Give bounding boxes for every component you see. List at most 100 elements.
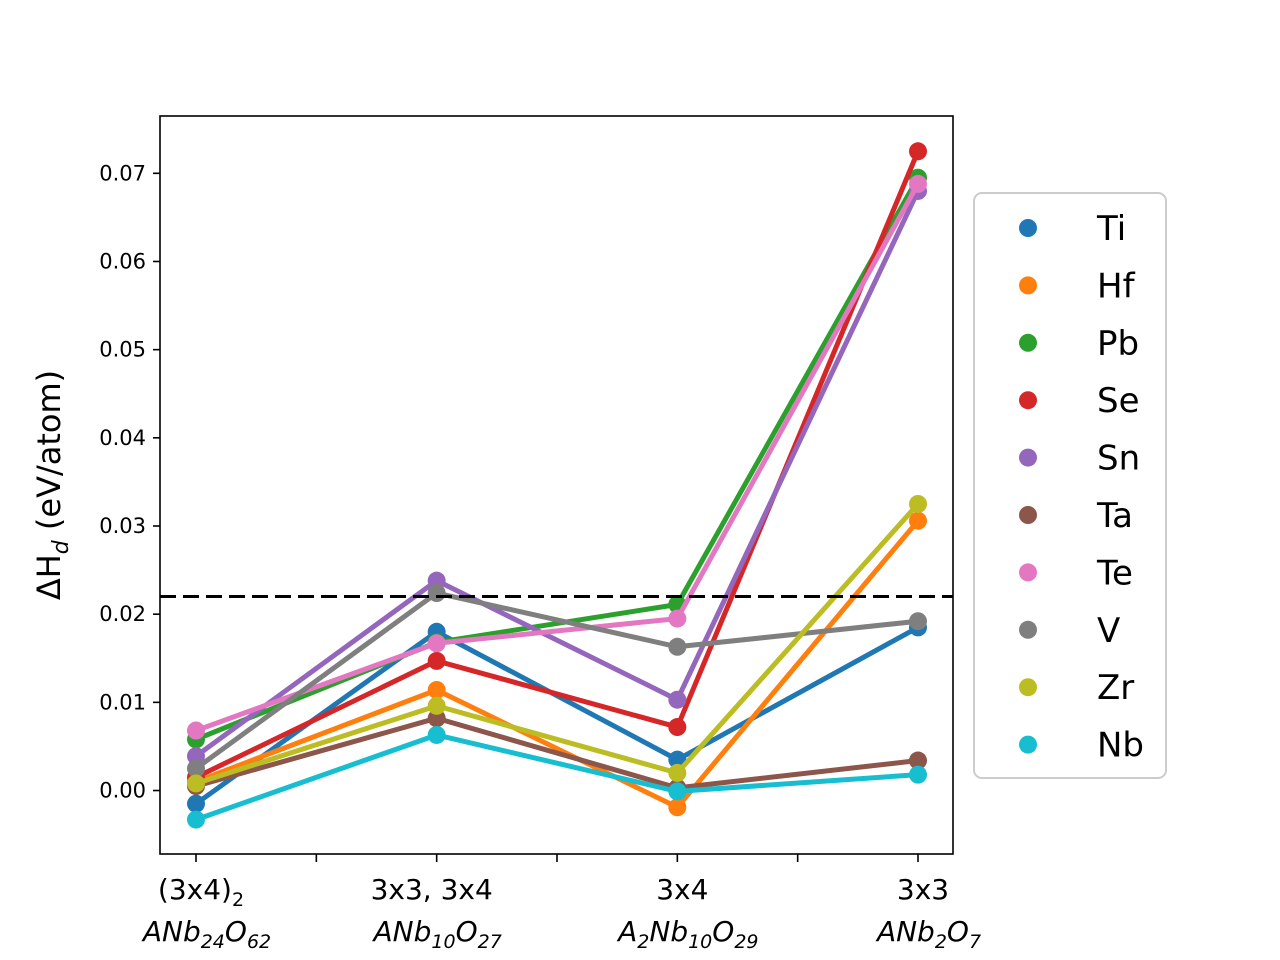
formula-element: Nb xyxy=(162,915,201,948)
legend-label-V: V xyxy=(1097,611,1120,651)
data-point-Sn-1 xyxy=(427,571,446,590)
series-Te xyxy=(187,174,927,740)
series-line-Ti xyxy=(193,624,921,807)
legend-label-Sn: Sn xyxy=(1097,439,1140,479)
data-point-V-2 xyxy=(668,637,687,656)
formula-element: O xyxy=(947,915,969,948)
y-axis-label-subscript: d xyxy=(49,539,74,554)
series-line-Se xyxy=(193,148,921,780)
y-tick-label: 0.02 xyxy=(99,602,146,626)
legend-label-Hf: Hf xyxy=(1097,266,1136,306)
series-line-Hf xyxy=(193,518,921,810)
formula-subscript: 7 xyxy=(969,931,981,953)
series-Pb xyxy=(187,168,927,749)
formula-subscript: 29 xyxy=(734,931,758,953)
data-point-Ti-0 xyxy=(187,794,205,813)
legend-label-Nb: Nb xyxy=(1097,726,1144,766)
data-point-Te-1 xyxy=(427,634,446,653)
legend: Ti Hf Pb Se Sn Ta Te V Zr Nb xyxy=(973,192,1167,779)
x-category-subscript: 2 xyxy=(232,889,244,911)
y-tick-label: 0.01 xyxy=(99,690,146,714)
data-point-Zr-0 xyxy=(187,774,205,793)
series-Se xyxy=(187,142,927,787)
formula-element: O xyxy=(456,915,478,948)
x-category-name: 3x3, 3x4 xyxy=(371,873,493,906)
data-point-Se-3 xyxy=(909,142,927,161)
y-tick-label: 0.06 xyxy=(99,249,146,273)
series-line-V xyxy=(193,590,921,771)
series-line-Sn xyxy=(193,188,921,759)
legend-label-Pb: Pb xyxy=(1097,324,1139,364)
formula-element: Nb xyxy=(896,915,935,948)
data-point-Hf-3 xyxy=(909,511,927,530)
x-category-formula: ANb10O27 xyxy=(372,915,502,953)
y-axis-label: ΔHd (eV/atom) xyxy=(30,370,74,600)
data-point-Zr-3 xyxy=(909,494,927,513)
legend-marker-V xyxy=(1019,620,1037,639)
legend-label-Te: Te xyxy=(1096,553,1133,593)
data-point-Hf-1 xyxy=(427,681,446,699)
data-point-V-1 xyxy=(427,584,446,603)
series-layer xyxy=(187,142,927,829)
data-point-Sn-2 xyxy=(668,690,687,709)
data-point-V-3 xyxy=(909,612,927,631)
data-point-Se-1 xyxy=(427,651,446,670)
data-point-Nb-2 xyxy=(668,782,687,801)
x-category-name: 3x4 xyxy=(656,873,708,906)
formula-element: O xyxy=(712,915,734,948)
legend-marker-Hf xyxy=(1019,276,1037,295)
y-tick-label: 0.03 xyxy=(99,514,146,538)
data-point-Ta-3 xyxy=(909,751,927,770)
y-tick-label: 0.05 xyxy=(99,338,146,362)
x-category-formula: ANb2O7 xyxy=(875,915,981,953)
data-point-Nb-3 xyxy=(909,765,927,784)
legend-label-Ti: Ti xyxy=(1096,209,1126,249)
legend-marker-Se xyxy=(1019,391,1037,410)
formula-element: Nb xyxy=(649,915,688,948)
x-category-label: 3x3 xyxy=(897,873,949,906)
data-point-V-0 xyxy=(187,759,205,778)
legend-marker-Nb xyxy=(1019,735,1037,754)
series-Zr xyxy=(187,494,927,793)
formula-subscript: 2 xyxy=(637,931,649,953)
data-point-Zr-1 xyxy=(427,696,446,715)
data-point-Zr-2 xyxy=(668,763,687,782)
formula-element: Nb xyxy=(393,915,432,948)
x-category-name: 3x3 xyxy=(897,873,949,906)
series-line-Zr xyxy=(193,501,921,786)
legend-label-Ta: Ta xyxy=(1096,496,1133,536)
series-Nb xyxy=(187,725,927,829)
x-category-name: (3x4) xyxy=(158,873,232,906)
x-category-formula: A2Nb10O29 xyxy=(616,915,758,953)
legend-marker-Zr xyxy=(1019,678,1037,697)
legend-frame xyxy=(973,192,1167,779)
data-point-Te-3 xyxy=(909,174,927,193)
formula-element: A xyxy=(875,915,896,948)
data-point-Se-2 xyxy=(668,718,687,737)
series-line-Te xyxy=(193,181,921,734)
y-axis-label-symbol: ΔH xyxy=(30,554,68,600)
y-tick-label: 0.00 xyxy=(99,779,146,803)
formula-element: A xyxy=(141,915,162,948)
series-line-Ta xyxy=(193,715,921,791)
x-category-label: 3x3, 3x4 xyxy=(371,873,493,906)
formula-subscript: 10 xyxy=(431,931,455,953)
x-category-formula: ANb24O62 xyxy=(141,915,271,953)
data-point-Nb-1 xyxy=(427,725,446,744)
series-V xyxy=(187,584,927,778)
data-point-Ta-1 xyxy=(427,709,446,728)
formula-element: O xyxy=(225,915,247,948)
formula-subscript: 2 xyxy=(935,931,947,953)
y-axis: 0.00 0.01 0.02 0.03 0.04 0.05 0.06 0.07 xyxy=(99,161,160,803)
y-tick-label: 0.04 xyxy=(99,426,146,450)
y-axis-label-unit: (eV/atom) xyxy=(30,370,68,540)
legend-marker-Ta xyxy=(1019,506,1037,524)
formula-element: A xyxy=(616,915,637,948)
legend-label-Zr: Zr xyxy=(1097,668,1134,708)
formula-subscript: 24 xyxy=(201,931,225,953)
x-category-label: 3x4 xyxy=(656,873,708,906)
formula-element: A xyxy=(372,915,393,948)
data-point-Sn-0 xyxy=(187,747,205,766)
